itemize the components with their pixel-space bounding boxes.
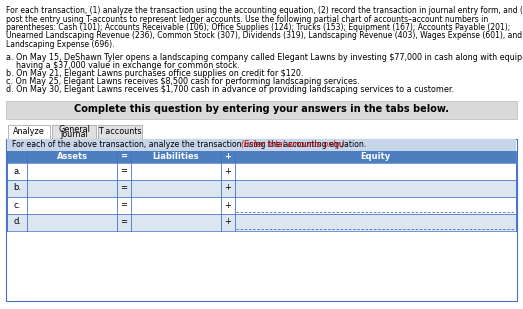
FancyBboxPatch shape: [98, 125, 142, 138]
Text: parentheses: Cash (101); Accounts Receivable (106); Office Supplies (124); Truck: parentheses: Cash (101); Accounts Receiv…: [6, 23, 510, 32]
Text: having a $37,000 value in exchange for common stock.: having a $37,000 value in exchange for c…: [6, 61, 240, 70]
Text: a.: a.: [13, 167, 21, 176]
Text: +: +: [224, 201, 232, 210]
FancyBboxPatch shape: [7, 163, 516, 180]
Text: a. On May 15, DeShawn Tyler opens a landscaping company called Elegant Lawns by : a. On May 15, DeShawn Tyler opens a land…: [6, 53, 523, 61]
Text: +: +: [224, 167, 232, 176]
Text: For each of the above transaction, analyze the transaction using the accounting : For each of the above transaction, analy…: [12, 140, 369, 149]
Text: b. On May 21, Elegant Lawns purchases office supplies on credit for $120.: b. On May 21, Elegant Lawns purchases of…: [6, 69, 303, 78]
Text: Assets: Assets: [56, 152, 87, 161]
FancyBboxPatch shape: [52, 125, 96, 138]
FancyBboxPatch shape: [7, 197, 516, 214]
Text: Landscaping Expense (696).: Landscaping Expense (696).: [6, 40, 115, 49]
Text: T accounts: T accounts: [98, 127, 142, 136]
FancyBboxPatch shape: [8, 125, 50, 138]
Text: =: =: [120, 167, 128, 176]
Text: Journal: Journal: [60, 130, 88, 139]
Text: +: +: [224, 218, 232, 226]
Text: Equity: Equity: [360, 152, 391, 161]
Text: =: =: [120, 152, 128, 161]
Text: post the entry using T-accounts to represent ledger accounts. Use the following : post the entry using T-accounts to repre…: [6, 15, 488, 23]
Text: For each transaction, (1) analyze the transaction using the accounting equation,: For each transaction, (1) analyze the tr…: [6, 6, 523, 15]
FancyBboxPatch shape: [7, 138, 516, 150]
Text: =: =: [120, 218, 128, 226]
Text: c. On May 25, Elegant Lawns receives $8,500 cash for performing landscaping serv: c. On May 25, Elegant Lawns receives $8,…: [6, 77, 359, 86]
FancyBboxPatch shape: [6, 100, 517, 118]
Text: Analyze: Analyze: [13, 127, 45, 136]
Text: Unearned Landscaping Revenue (236), Common Stock (307), Dividends (319), Landsca: Unearned Landscaping Revenue (236), Comm…: [6, 32, 522, 40]
FancyBboxPatch shape: [7, 180, 516, 197]
FancyBboxPatch shape: [7, 150, 516, 163]
Text: =: =: [120, 184, 128, 193]
Text: c.: c.: [14, 201, 20, 210]
Text: =: =: [120, 201, 128, 210]
Text: Complete this question by entering your answers in the tabs below.: Complete this question by entering your …: [74, 104, 449, 115]
Text: d. On May 30, Elegant Lawns receives $1,700 cash in advance of providing landsca: d. On May 30, Elegant Lawns receives $1,…: [6, 84, 454, 94]
Text: +: +: [224, 184, 232, 193]
Text: b.: b.: [13, 184, 21, 193]
Text: (Enter total amounts only.): (Enter total amounts only.): [241, 140, 345, 149]
Text: General: General: [58, 125, 90, 134]
Text: +: +: [224, 152, 232, 161]
Text: Liabilities: Liabilities: [153, 152, 199, 161]
FancyBboxPatch shape: [7, 214, 516, 231]
FancyBboxPatch shape: [6, 138, 517, 301]
Text: d.: d.: [13, 218, 21, 226]
